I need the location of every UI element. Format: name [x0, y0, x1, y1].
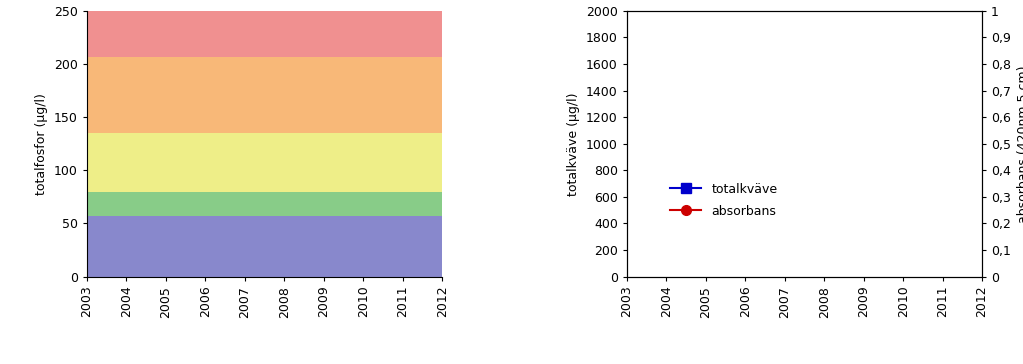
Y-axis label: totalkväve (µg/l): totalkväve (µg/l) — [568, 92, 580, 195]
Bar — [87, 191, 442, 216]
Bar — [87, 11, 442, 57]
Y-axis label: totalfosfor (µg/l): totalfosfor (µg/l) — [36, 93, 48, 195]
Bar — [87, 216, 442, 277]
Bar — [87, 57, 442, 133]
Y-axis label: absorbans (420nm 5 cm): absorbans (420nm 5 cm) — [1017, 65, 1023, 222]
Bar — [87, 133, 442, 191]
Legend: totalkväve, absorbans: totalkväve, absorbans — [665, 178, 783, 222]
